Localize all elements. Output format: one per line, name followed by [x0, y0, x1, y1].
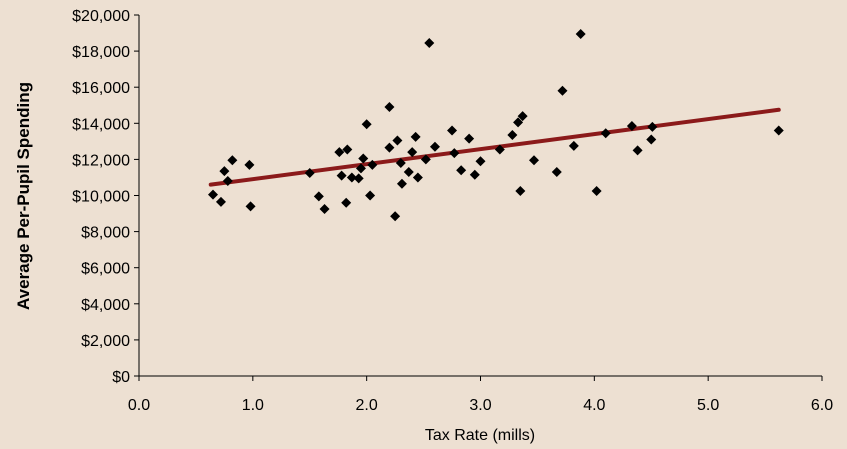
y-tick-label: $18,000: [72, 44, 130, 61]
data-point: [551, 167, 562, 178]
data-point: [647, 121, 658, 132]
y-tick-label: $6,000: [81, 261, 130, 278]
data-point: [429, 141, 440, 152]
trendline: [208, 107, 781, 187]
data-point: [410, 131, 421, 142]
y-axis-title: Average Per-Pupil Spending: [14, 82, 33, 310]
data-point: [529, 155, 540, 166]
data-point: [319, 204, 330, 215]
data-point: [207, 189, 218, 200]
data-point: [591, 185, 602, 196]
data-point: [358, 153, 369, 164]
data-point: [334, 147, 345, 158]
y-tick-label: $16,000: [72, 80, 130, 97]
x-tick-label: 1.0: [242, 397, 264, 414]
y-tick-label: $10,000: [72, 189, 130, 206]
data-point: [632, 145, 643, 156]
y-axis-ticks: $0 $2,000 $4,000 $6,000 $8,000 $10,000 $12,000…: [72, 8, 139, 386]
data-point: [313, 191, 324, 202]
data-point: [424, 37, 435, 48]
data-point: [403, 167, 414, 178]
y-tick-label: $12,000: [72, 152, 130, 169]
data-point: [342, 144, 353, 155]
data-point: [396, 178, 407, 189]
data-point: [390, 211, 401, 222]
data-point: [304, 167, 315, 178]
data-point: [600, 128, 611, 139]
x-tick-label: 3.0: [469, 397, 491, 414]
data-point: [245, 201, 256, 212]
data-point: [336, 170, 347, 181]
data-point: [392, 135, 403, 146]
trendline-layer: [208, 107, 781, 187]
data-point: [513, 117, 524, 128]
x-tick-label: 6.0: [811, 397, 833, 414]
data-point: [557, 85, 568, 96]
data-point: [227, 155, 238, 166]
data-point: [365, 190, 376, 201]
data-point: [517, 111, 528, 122]
data-point: [395, 158, 406, 169]
data-point: [626, 121, 637, 132]
y-tick-label: $2,000: [81, 333, 130, 350]
data-point: [407, 147, 418, 158]
y-tick-label: $20,000: [72, 8, 130, 25]
data-point: [222, 176, 233, 187]
axes: [138, 15, 822, 377]
x-axis-ticks: 0.0 1.0 2.0 3.0 4.0 5.0 6.0: [128, 376, 833, 414]
y-tick-label: $4,000: [81, 297, 130, 314]
data-point: [355, 163, 366, 174]
data-point: [447, 125, 458, 136]
x-tick-label: 5.0: [697, 397, 719, 414]
data-point: [575, 28, 586, 39]
data-point: [384, 102, 395, 113]
data-point: [353, 173, 364, 184]
data-point: [568, 140, 579, 151]
data-point: [346, 172, 357, 183]
data-point: [515, 185, 526, 196]
data-point: [361, 119, 372, 130]
data-point: [646, 134, 657, 145]
x-tick-label: 4.0: [583, 397, 605, 414]
y-tick-label: $8,000: [81, 225, 130, 242]
data-point: [456, 165, 467, 176]
data-point: [494, 144, 505, 155]
data-point: [464, 133, 475, 144]
data-point: [475, 156, 486, 167]
data-points: [207, 28, 784, 222]
data-point: [449, 148, 460, 159]
y-tick-label: $14,000: [72, 116, 130, 133]
data-point: [219, 166, 230, 177]
data-point: [412, 172, 423, 183]
data-point: [244, 159, 255, 170]
data-point: [420, 154, 431, 165]
x-tick-label: 2.0: [356, 397, 378, 414]
data-point: [469, 169, 480, 180]
data-point: [507, 130, 518, 141]
data-point: [773, 125, 784, 136]
x-axis-title: Tax Rate (mills): [425, 427, 535, 444]
data-point: [341, 197, 352, 208]
y-tick-label: $0: [112, 369, 130, 386]
data-point: [384, 142, 395, 153]
x-tick-label: 0.0: [128, 397, 150, 414]
data-point: [367, 159, 378, 170]
data-point: [215, 196, 226, 207]
